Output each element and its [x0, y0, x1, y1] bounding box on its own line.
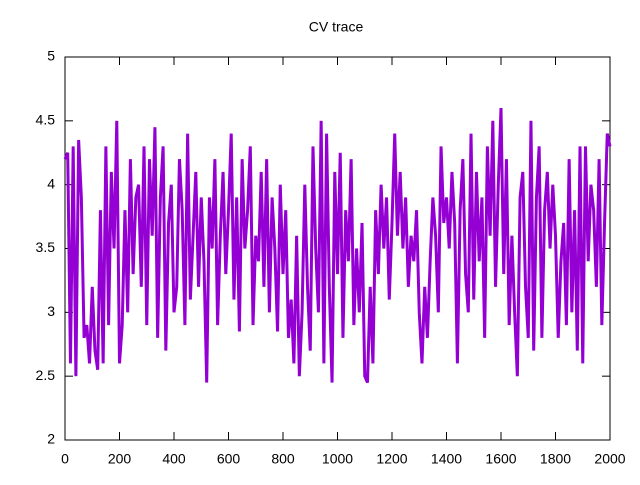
x-tick-label: 0: [61, 451, 69, 467]
y-tick-label: 2.5: [36, 367, 56, 383]
x-tick-label: 1600: [485, 451, 516, 467]
y-tick-label: 4.5: [36, 112, 56, 128]
x-tick-label: 1200: [376, 451, 407, 467]
x-tick-label: 1400: [431, 451, 462, 467]
y-tick-label: 2: [47, 431, 55, 447]
y-tick-label: 4: [47, 175, 55, 191]
y-tick-label: 3.5: [36, 239, 56, 255]
x-tick-label: 400: [162, 451, 186, 467]
x-tick-label: 800: [271, 451, 295, 467]
x-tick-label: 200: [108, 451, 132, 467]
x-tick-label: 600: [217, 451, 241, 467]
x-tick-label: 1000: [322, 451, 353, 467]
chart-title: CV trace: [309, 19, 364, 35]
y-tick-label: 3: [47, 303, 55, 319]
y-tick-label: 5: [47, 48, 55, 64]
series-line: [63, 108, 612, 384]
x-tick-label: 2000: [594, 451, 625, 467]
x-tick-label: 1800: [540, 451, 571, 467]
